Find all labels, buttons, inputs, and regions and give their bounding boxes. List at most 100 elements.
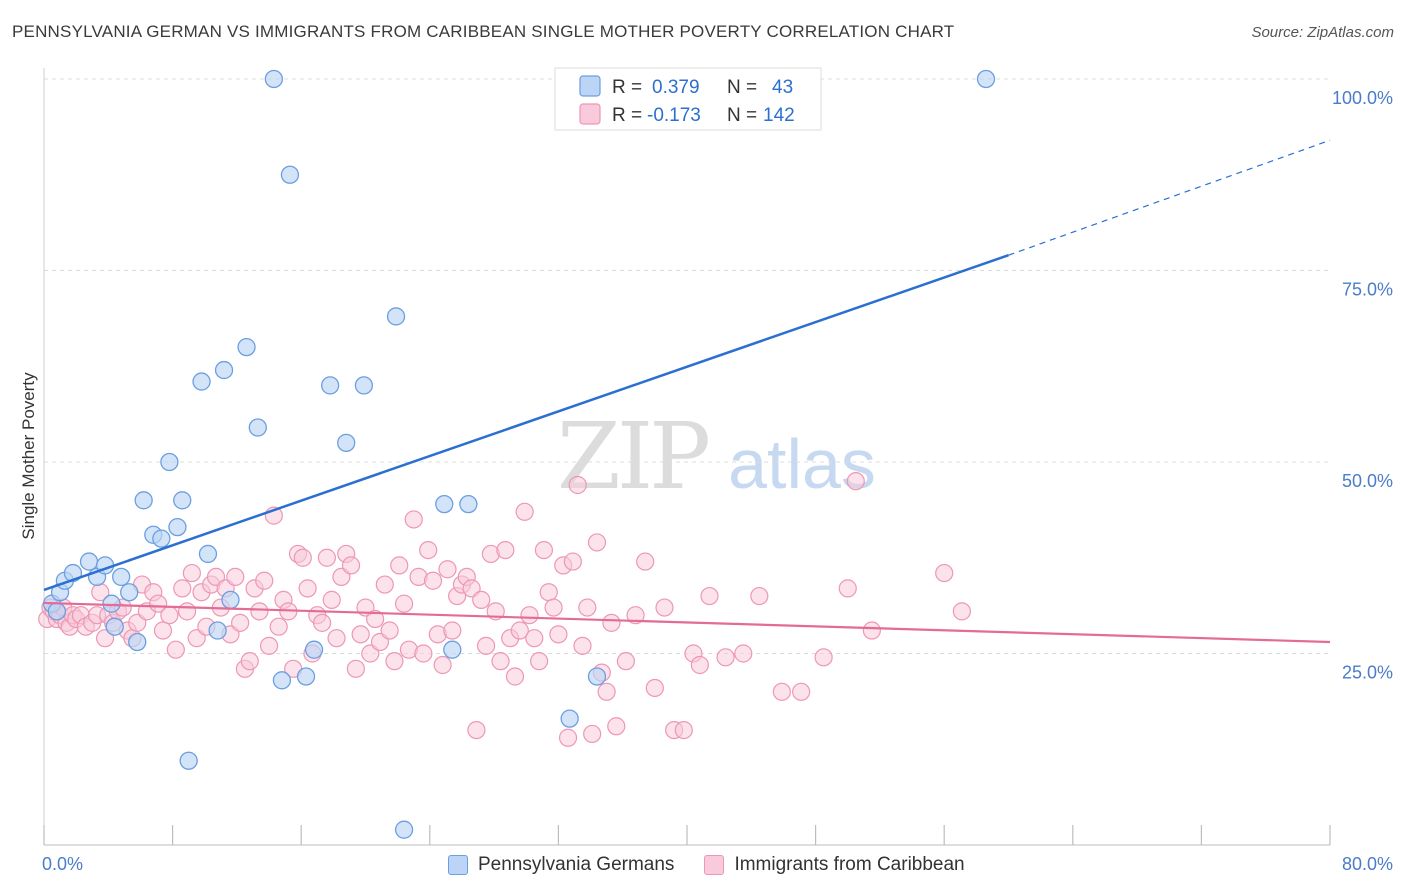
caribbean-point-96 (491, 652, 510, 671)
y-tick-label-0: 25.0% (1342, 663, 1393, 683)
pennsylvania-german-point-41 (587, 667, 607, 686)
legend-pink-swatch (579, 103, 601, 125)
caribbean-point-75 (390, 556, 409, 575)
pennsylvania-german-point-23 (214, 360, 234, 380)
caribbean-point-59 (312, 613, 332, 632)
pennsylvania-german-point-39 (459, 494, 478, 514)
pennsylvania-german-point-36 (394, 820, 414, 839)
caribbean-point-140 (935, 563, 954, 583)
caribbean-point-130 (700, 586, 719, 606)
caribbean-point-65 (341, 556, 361, 575)
x-tick-label-0: 0.0% (42, 854, 83, 874)
caribbean-point-115 (583, 724, 602, 744)
legend-swatch-blue (448, 855, 468, 875)
pennsylvania-german-point-15 (152, 529, 171, 548)
legend-n-value-2: 142 (763, 105, 795, 126)
pennsylvania-german-point-13 (134, 491, 153, 510)
pennsylvania-german-point-17 (168, 517, 187, 537)
caribbean-point-30 (173, 579, 192, 598)
legend-label-pennsylvania-germans: Pennsylvania Germans (478, 854, 675, 875)
pennsylvania-german-point-24 (221, 590, 240, 610)
pennsylvania-german-trend-line (43, 253, 1009, 592)
caribbean-point-81 (419, 540, 438, 560)
legend-r-value-1: 0.379 (652, 77, 700, 98)
watermark-zip: ZIP (557, 403, 708, 510)
y-axis-label: Single Mother Poverty (19, 372, 38, 540)
caribbean-point-108 (549, 625, 568, 644)
caribbean-point-121 (616, 652, 636, 671)
pennsylvania-german-point-40 (560, 709, 579, 728)
trend-lines (43, 139, 1331, 644)
caribbean-point-132 (734, 644, 753, 663)
pennsylvania-german-point-9 (105, 617, 124, 636)
caribbean-point-29 (166, 640, 185, 659)
caribbean-point-32 (182, 563, 201, 583)
caribbean-point-31 (177, 602, 197, 621)
caribbean-point-100 (510, 621, 529, 640)
pennsylvania-german-point-27 (264, 69, 284, 89)
caribbean-point-106 (539, 583, 558, 602)
caribbean-point-114 (578, 598, 597, 617)
pennsylvania-german-point-11 (120, 583, 139, 602)
pennsylvania-german-point-25 (237, 337, 256, 357)
legend-r-value-2: -0.173 (647, 105, 701, 126)
pennsylvania-german-point-34 (354, 376, 374, 395)
legend-r-label-2: R = (612, 105, 642, 126)
caribbean-point-85 (438, 560, 457, 579)
caribbean-point-76 (394, 594, 414, 613)
caribbean-point-41 (226, 567, 245, 587)
caribbean-point-134 (772, 682, 791, 701)
caribbean-point-102 (520, 606, 539, 625)
y-tick-label-1: 50.0% (1342, 471, 1393, 491)
caribbean-point-73 (380, 621, 399, 640)
legend-swatch-pink (704, 855, 725, 875)
pennsylvania-german-point-12 (128, 632, 147, 652)
caribbean-point-104 (530, 652, 549, 671)
caribbean-point-141 (952, 602, 971, 621)
pennsylvania-german-point-37 (435, 494, 454, 514)
caribbean-point-80 (414, 644, 433, 663)
pennsylvania-german-point-1 (47, 602, 67, 621)
legend-n-value-1: 43 (772, 77, 793, 98)
caribbean-point-138 (846, 472, 865, 491)
caribbean-point-112 (568, 475, 587, 495)
legend-n-label-2: N = (727, 105, 757, 126)
caribbean-point-111 (563, 552, 582, 571)
pennsylvania-german-point-28 (272, 671, 292, 690)
caribbean-point-92 (472, 590, 491, 609)
y-tick-label-2: 75.0% (1342, 280, 1393, 300)
caribbean-point-124 (645, 678, 664, 698)
pennsylvania-german-point-31 (304, 640, 324, 659)
caribbean-point-91 (467, 720, 486, 740)
caribbean-point-84 (433, 655, 452, 675)
caribbean-trend-line (43, 601, 1331, 644)
caribbean-point-131 (716, 648, 735, 667)
pennsylvania-german-point-32 (320, 376, 340, 395)
y-tick-label-3: 100.0% (1332, 88, 1393, 108)
legend-top: R = 0.379 N = 43 R = -0.173 N = 142 (554, 67, 822, 131)
caribbean-point-86 (443, 621, 462, 640)
pennsylvania-german-point-8 (102, 594, 121, 613)
caribbean-point-70 (366, 609, 385, 629)
caribbean-point-74 (385, 652, 404, 671)
pennsylvania-german-point-42 (976, 69, 996, 89)
caribbean-point-99 (505, 667, 525, 686)
pennsylvania-german-point-19 (179, 751, 198, 770)
caribbean-point-93 (476, 636, 496, 655)
chart-title: PENNSYLVANIA GERMAN VS IMMIGRANTS FROM C… (12, 22, 955, 41)
pennsylvania-german-point-26 (248, 418, 267, 437)
caribbean-point-42 (231, 613, 250, 632)
x-tick-label-1: 80.0% (1342, 854, 1393, 874)
pennsylvania-german-point-20 (192, 372, 211, 391)
caribbean-point-55 (293, 548, 312, 567)
caribbean-point-127 (674, 720, 693, 740)
caribbean-point-26 (149, 594, 168, 613)
caribbean-point-78 (404, 510, 423, 529)
watermark-atlas: atlas (728, 425, 876, 503)
legend-blue-swatch (579, 75, 601, 97)
caribbean-point-62 (327, 629, 346, 648)
caribbean-point-97 (496, 540, 515, 560)
tick-labels: 25.0% 50.0% 75.0% 100.0% 0.0% 80.0% (42, 88, 1393, 874)
caribbean-point-61 (322, 590, 341, 609)
